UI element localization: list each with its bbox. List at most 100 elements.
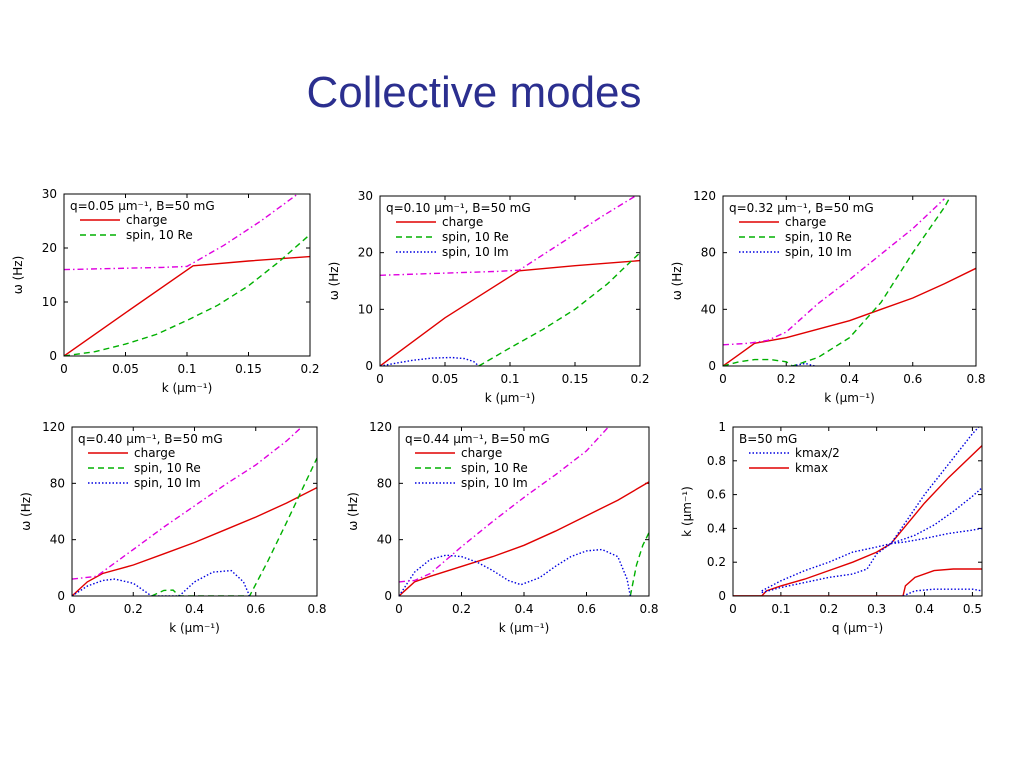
x-tick-label: 0.1 (500, 372, 519, 386)
y-tick-label: 0.2 (707, 555, 726, 569)
series-line-k-max-2 (761, 427, 980, 592)
legend-label: spin, 10 Im (461, 476, 528, 490)
legend-label: spin, 10 Re (442, 230, 509, 244)
chart-panel-2: 0 0.05 0.1 0.15 0.2 0 10 20 30 q=0.10 µm⁻¹, B=50 … (327, 189, 650, 405)
y-tick-label: 10 (358, 302, 373, 316)
x-tick-label: 0.6 (246, 602, 265, 616)
y-tick-label: 0 (365, 359, 373, 373)
x-tick-label: 0.1 (771, 602, 790, 616)
series-line-k-max-2 (890, 527, 982, 545)
series-line-k-max (733, 568, 982, 596)
y-tick-label: 0.6 (707, 488, 726, 502)
y-tick-label: 0.4 (707, 521, 726, 535)
panel-annotation: q=0.40 µm⁻¹, B=50 mG (78, 432, 223, 446)
x-tick-label: 0 (729, 602, 737, 616)
panel-annotation: q=0.32 µm⁻¹, B=50 mG (729, 201, 874, 215)
legend-label: charge (134, 446, 175, 460)
y-tick-label: 80 (377, 476, 392, 490)
panel-annotation: q=0.05 µm⁻¹, B=50 mG (70, 199, 215, 213)
plot-area (380, 196, 640, 366)
chart-panel-1: 0 0.05 0.1 0.15 0.2 0 10 20 30 q=0.05 µm⁻¹, B=50 … (11, 187, 320, 395)
plot-area (733, 427, 982, 596)
x-tick-label: 0.2 (452, 602, 471, 616)
y-tick-label: 0 (57, 589, 65, 603)
series-line-unlabeled (399, 427, 609, 583)
plot-area (723, 196, 976, 366)
x-axis-label: k (µm⁻¹) (169, 621, 220, 635)
plot-frame (398, 426, 650, 597)
x-tick-label: 0.8 (307, 602, 326, 616)
chart-panel-5: 0 0.2 0.4 0.6 0.8 0 40 80 120 q=0.44 µm⁻¹, B=50 m… (346, 420, 659, 635)
series-line-spin-10-im (792, 362, 815, 366)
y-axis-label: ω (Hz) (11, 256, 25, 295)
plot-frame (71, 426, 318, 597)
legend-label: kmax (795, 461, 828, 475)
series-line-spin-10-re (723, 196, 952, 366)
series-line-charge (72, 486, 317, 596)
x-tick-label: 0.4 (185, 602, 204, 616)
series-line-unlabeled (723, 198, 945, 346)
y-axis-label: ω (Hz) (670, 262, 684, 301)
chart-panel-3: 0 0.2 0.4 0.6 0.8 0 40 80 120 q=0.32 µm⁻¹, B=50 m… (670, 189, 986, 405)
y-tick-label: 0 (708, 359, 716, 373)
x-tick-label: 0.3 (867, 602, 886, 616)
x-tick-label: 0.05 (112, 362, 139, 376)
x-tick-label: 0.4 (514, 602, 533, 616)
plot-area (72, 427, 317, 596)
series-line-unlabeled (380, 196, 637, 276)
panel-annotation: q=0.44 µm⁻¹, B=50 mG (405, 432, 550, 446)
series-line-charge (380, 259, 640, 366)
x-tick-label: 0 (68, 602, 76, 616)
y-axis-label: ω (Hz) (327, 262, 341, 301)
series-line-spin-10-re (629, 532, 649, 596)
x-tick-label: 0.8 (966, 372, 985, 386)
plot-frame (379, 195, 641, 367)
y-tick-label: 120 (693, 189, 716, 203)
legend-label: spin, 10 Re (785, 230, 852, 244)
x-tick-label: 0.05 (432, 372, 459, 386)
legend-label: charge (785, 215, 826, 229)
y-tick-label: 30 (358, 189, 373, 203)
x-tick-label: 0.2 (630, 372, 649, 386)
series-line-k-max-2 (890, 487, 982, 545)
plot-frame (732, 426, 983, 597)
x-tick-label: 0.4 (915, 602, 934, 616)
chart-panel-6: 0 0.1 0.2 0.3 0.4 0.500.20.40.60.81B=50 mGkma… (680, 420, 983, 635)
plot-area (64, 194, 310, 356)
plot-area (399, 427, 649, 596)
x-tick-label: 0.6 (903, 372, 922, 386)
series-line-k-max-2 (761, 543, 892, 594)
legend-label: spin, 10 Im (134, 476, 201, 490)
x-axis-label: k (µm⁻¹) (162, 381, 213, 395)
y-tick-label: 1 (718, 420, 726, 434)
x-tick-label: 0.2 (819, 602, 838, 616)
plot-frame (722, 195, 977, 367)
series-line-spin-10-re (478, 252, 640, 366)
x-tick-label: 0 (60, 362, 68, 376)
series-line-charge (723, 267, 976, 366)
y-tick-label: 0 (49, 349, 57, 363)
y-tick-label: 0 (718, 589, 726, 603)
legend-label: charge (461, 446, 502, 460)
x-tick-label: 0.15 (235, 362, 262, 376)
series-line-spin-10-im (399, 548, 631, 596)
x-tick-label: 0 (395, 602, 403, 616)
y-tick-label: 10 (42, 295, 57, 309)
y-tick-label: 20 (42, 241, 57, 255)
series-line-charge (64, 255, 310, 356)
x-tick-label: 0.6 (577, 602, 596, 616)
y-tick-label: 0.8 (707, 454, 726, 468)
y-tick-label: 20 (358, 246, 373, 260)
panel-annotation: q=0.10 µm⁻¹, B=50 mG (386, 201, 531, 215)
chart-panel-4: 0 0.2 0.4 0.6 0.8 0 40 80 120 q=0.40 µm⁻¹, B=50 m… (19, 420, 327, 635)
legend-label: charge (126, 213, 167, 227)
slide-title: Collective modes (306, 68, 642, 117)
legend-label: spin, 10 Im (442, 245, 509, 259)
y-tick-label: 0 (384, 589, 392, 603)
panel-annotation: B=50 mG (739, 432, 797, 446)
legend-label: spin, 10 Re (126, 228, 193, 242)
series-line-spin-10-im (72, 569, 251, 596)
legend-label: kmax/2 (795, 446, 840, 460)
x-tick-label: 0.15 (562, 372, 589, 386)
